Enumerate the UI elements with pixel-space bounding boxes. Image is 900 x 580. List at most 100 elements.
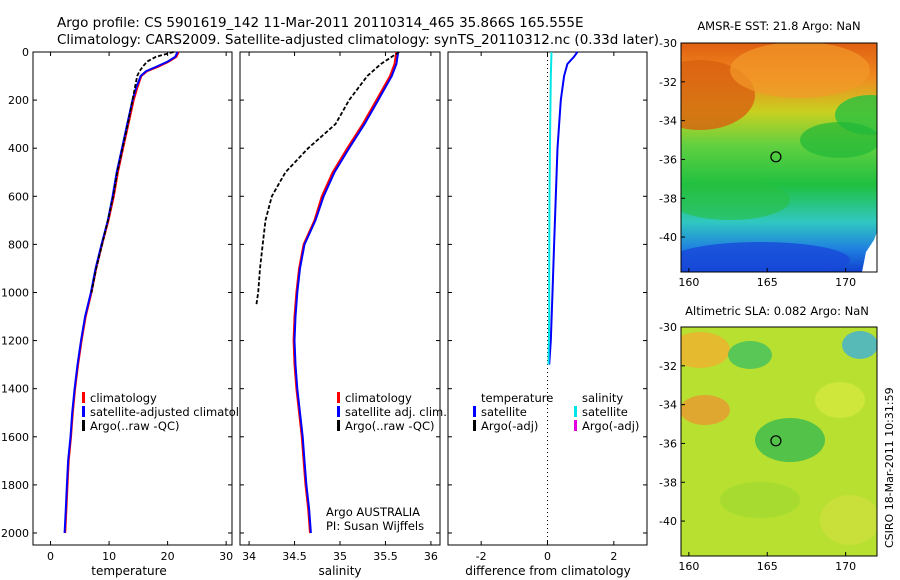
y-tick-label: 400 (8, 142, 29, 155)
argo-pi-label: PI: Susan Wijffels (326, 519, 424, 533)
legend-swatch-sal-satellite (574, 406, 577, 417)
salinity-xlabel: salinity (318, 564, 361, 578)
header-line-1: Argo profile: CS 5901619_142 11-Mar-2011… (57, 15, 584, 31)
y-tick-label: 1800 (1, 479, 29, 492)
y-tick-label: 1600 (1, 431, 29, 444)
map-y-tick-label: -36 (659, 153, 677, 166)
temperature-series-lines (63, 51, 180, 534)
map-y-tick-label: -30 (659, 37, 677, 50)
x-tick-label: 34 (242, 550, 256, 563)
x-tick-label: 30 (219, 550, 233, 563)
salinity-panel: 34 34.5 35 35.5 36 salinity climatology sate… (239, 51, 447, 578)
legend-label-climatology: climatology (90, 391, 157, 405)
map-y-tick-label: -34 (659, 115, 677, 128)
legend-swatch-satellite (82, 406, 85, 417)
map-y-tick-label: -38 (659, 476, 677, 489)
series-line (90, 51, 174, 293)
map-y-tick-label: -36 (659, 437, 677, 450)
difference-legend: temperature satellite Argo(-adj) salinit… (473, 391, 639, 433)
sla-mid-patch (720, 482, 800, 518)
map-y-tick-label: -32 (659, 360, 677, 373)
temperature-panel: 0 10 20 30 0 200 400 600 800 1000 1200 1400 1600 1800… (1, 46, 260, 578)
y-tick-label: 800 (8, 238, 29, 251)
sla-map-frame (680, 326, 878, 557)
sst-map-frame (680, 42, 878, 273)
sla-low-patch (728, 341, 772, 369)
series-line (548, 51, 579, 365)
float-position-marker (770, 151, 782, 163)
sst-map-title: AMSR-E SST: 21.8 Argo: NaN (697, 19, 860, 33)
argo-program-label: Argo AUSTRALIA (326, 505, 420, 519)
salinity-series-lines (255, 51, 400, 534)
header-line-2: Climatology: CARS2009. Satellite-adjuste… (57, 32, 659, 48)
sla-heatmap (681, 327, 877, 556)
map-x-tick-label: 160 (678, 276, 699, 289)
sst-land (862, 232, 877, 272)
difference-panel: -2 0 2 difference from climatology tempera… (447, 51, 648, 578)
legend-swatch-climatology (337, 392, 340, 403)
y-tick-label: 1200 (1, 335, 29, 348)
map-y-tick-label: -40 (659, 515, 677, 528)
legend-label-sal-argo: Argo(-adj) (582, 419, 639, 433)
temperature-xlabel: temperature (91, 564, 166, 578)
series-line (255, 51, 400, 305)
y-tick-label: 1000 (1, 286, 29, 299)
difference-xlabel: difference from climatology (465, 564, 631, 578)
legend-label-temp-argo: Argo(-adj) (481, 419, 538, 433)
y-tick-label: 0 (22, 46, 29, 59)
map-y-tick-label: -30 (659, 321, 677, 334)
sla-mid-patch (815, 382, 865, 418)
x-tick-label: -2 (476, 550, 487, 563)
sst-warm-patch (730, 43, 870, 98)
map-x-tick-label: 165 (757, 560, 778, 573)
x-tick-label: 36 (424, 550, 438, 563)
difference-tick-marks: -2 0 2 (448, 51, 647, 563)
temperature-legend: climatology satellite-adjusted climatolo… (82, 391, 260, 433)
sst-cool-patch (800, 122, 877, 158)
salinity-tick-marks: 34 34.5 35 35.5 36 (240, 51, 440, 563)
sst-cold-patch (681, 242, 850, 272)
sst-cool-patch (681, 180, 790, 220)
legend-swatch-climatology (82, 392, 85, 403)
sla-low-patch (842, 331, 877, 359)
y-tick-label: 600 (8, 190, 29, 203)
sst-map-ticks: 160 165 170 -30 -32 -34 -36 -38 -40 (659, 37, 856, 289)
x-tick-label: 35 (333, 550, 347, 563)
series-line (293, 51, 400, 534)
difference-plot-frame (447, 51, 648, 546)
map-y-tick-label: -40 (659, 231, 677, 244)
y-tick-label: 2000 (1, 527, 29, 540)
map-y-tick-label: -38 (659, 192, 677, 205)
map-x-tick-label: 165 (757, 276, 778, 289)
legend-swatch-temp-argo (473, 420, 476, 431)
map-y-tick-label: -32 (659, 76, 677, 89)
map-y-tick-label: -34 (659, 399, 677, 412)
legend-swatch-argo (337, 420, 340, 431)
legend-label-argo: Argo(..raw -QC) (345, 419, 435, 433)
legend-label-sal-satellite: satellite (582, 405, 628, 419)
x-tick-label: 35.5 (373, 550, 398, 563)
legend-heading-salinity: salinity (582, 391, 623, 405)
x-tick-label: 0 (544, 550, 551, 563)
sla-map-panel: Altimetric SLA: 0.082 Argo: NaN 160 165 17… (659, 304, 878, 573)
difference-series-lines (547, 51, 579, 365)
x-tick-label: 20 (161, 550, 175, 563)
map-x-tick-label: 170 (835, 276, 856, 289)
x-tick-label: 34.5 (282, 550, 307, 563)
legend-label-argo: Argo(..raw -QC) (90, 419, 180, 433)
csiro-timestamp: CSIRO 18-Mar-2011 10:31:59 (883, 387, 896, 548)
legend-label-satellite: satellite-adjusted climatology (90, 405, 260, 419)
legend-label-satellite: satellite adj. clim. (345, 405, 447, 419)
salinity-legend: climatology satellite adj. clim. Argo(..… (337, 391, 447, 433)
map-x-tick-label: 170 (835, 560, 856, 573)
map-x-tick-label: 160 (678, 560, 699, 573)
legend-swatch-argo (82, 420, 85, 431)
x-tick-label: 0 (47, 550, 54, 563)
sla-map-title: Altimetric SLA: 0.082 Argo: NaN (685, 304, 869, 318)
sla-high-patch (681, 332, 730, 368)
temperature-plot-frame (32, 51, 233, 546)
sla-map-ticks: 160 165 170 -30 -32 -34 -36 -38 -40 (659, 321, 856, 573)
y-tick-label: 200 (8, 94, 29, 107)
sla-high-patch (681, 395, 730, 425)
